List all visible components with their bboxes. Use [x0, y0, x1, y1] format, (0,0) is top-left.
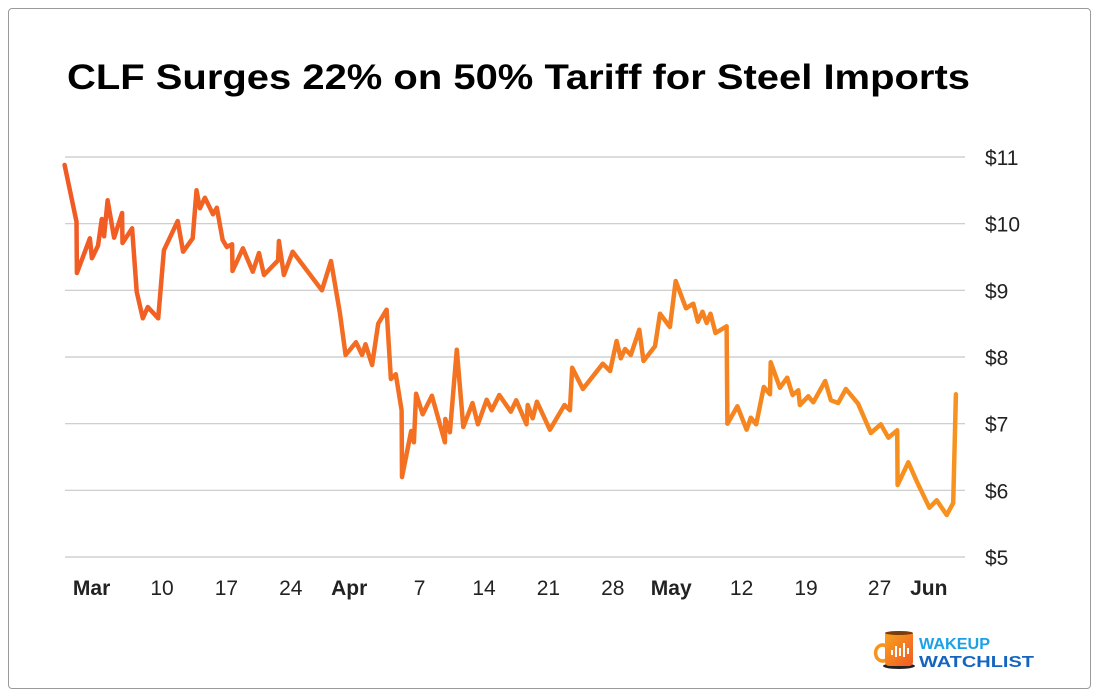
y-tick-label: $10 [985, 214, 1020, 237]
y-tick-label: $11 [985, 147, 1018, 170]
x-tick-label: 19 [794, 577, 817, 600]
logo-text-watchlist: WATCHLIST [919, 654, 1034, 671]
y-tick-label: $5 [985, 547, 1008, 570]
mug-icon [873, 631, 915, 669]
x-tick-label: 7 [414, 577, 426, 600]
logo-text-wakeup: WAKEUP [919, 636, 990, 653]
x-tick-label: 10 [150, 577, 173, 600]
x-tick-label: 27 [868, 577, 891, 600]
x-tick-label: 12 [730, 577, 753, 600]
y-tick-label: $8 [985, 347, 1008, 370]
gridlines [65, 156, 965, 558]
y-axis-labels: $11 $10 $9 $8 $7 $6 $5 [985, 147, 1020, 570]
x-tick-label: 24 [279, 577, 303, 600]
x-tick-label: Jun [910, 577, 947, 600]
y-tick-label: $9 [985, 280, 1008, 303]
chart-title: CLF Surges 22% on 50% Tariff for Steel I… [67, 58, 970, 97]
y-tick-label: $6 [985, 480, 1008, 503]
price-line [62, 162, 959, 518]
y-tick-label: $7 [985, 414, 1008, 437]
x-tick-label: May [651, 577, 692, 600]
x-tick-label: Apr [331, 577, 367, 600]
x-tick-label: 14 [472, 577, 496, 600]
logo: WAKEUP WATCHLIST [873, 631, 1034, 671]
x-tick-label: 21 [537, 577, 560, 600]
x-tick-label: 28 [601, 577, 624, 600]
x-tick-label: 17 [215, 577, 238, 600]
chart-frame [8, 8, 1091, 689]
x-axis-labels: Mar 10 17 24 Apr 7 14 21 28 May 12 19 27 Jun [73, 577, 948, 600]
x-tick-label: Mar [73, 577, 110, 600]
